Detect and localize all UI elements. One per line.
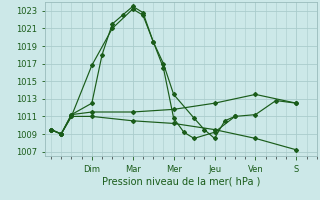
X-axis label: Pression niveau de la mer( hPa ): Pression niveau de la mer( hPa )	[102, 177, 260, 187]
